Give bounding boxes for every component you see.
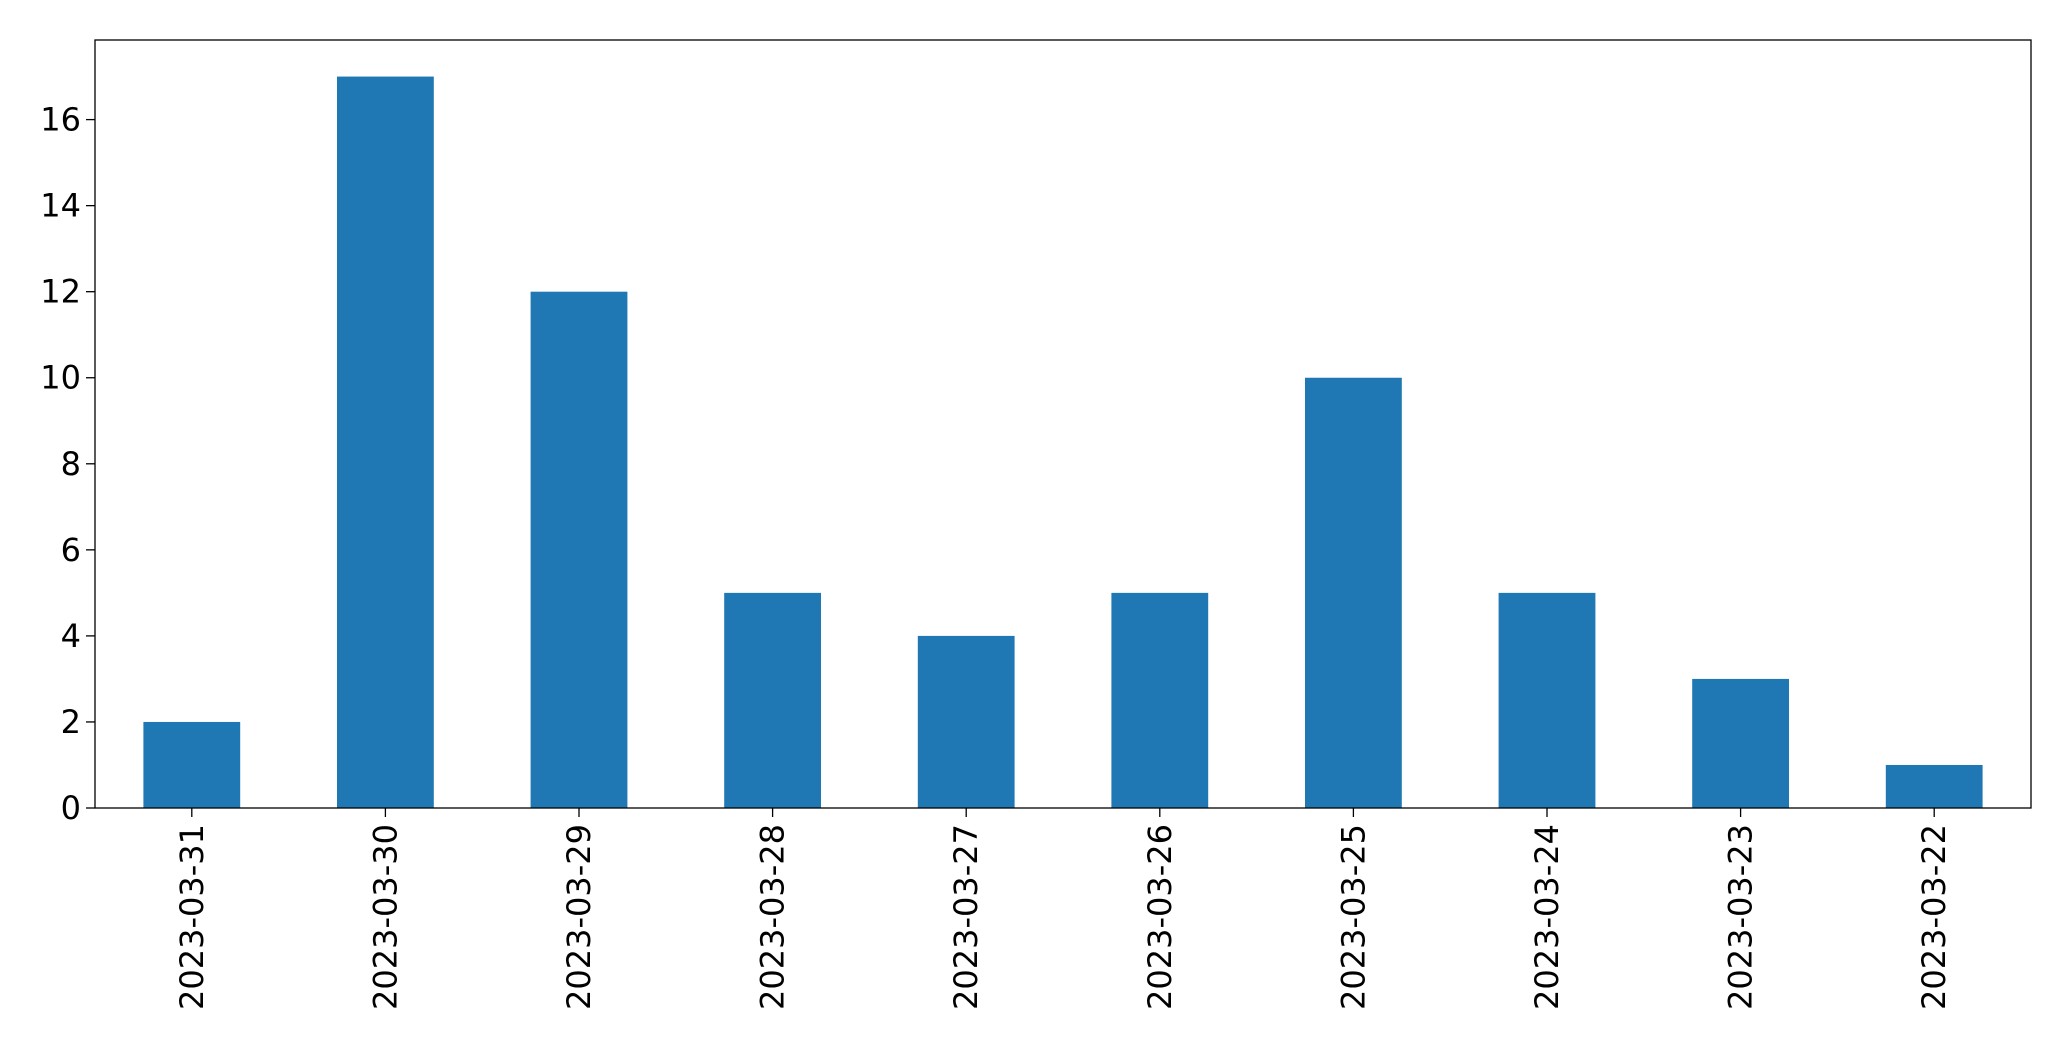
x-tick-label: 2023-03-28	[754, 824, 792, 1010]
bar	[1305, 377, 1402, 808]
x-tick-label: 2023-03-26	[1141, 824, 1179, 1010]
x-tick-label: 2023-03-24	[1528, 824, 1566, 1010]
x-tick-label: 2023-03-29	[560, 824, 598, 1010]
y-tick-label: 8	[61, 445, 81, 483]
y-tick-label: 0	[61, 789, 81, 827]
x-tick-label: 2023-03-30	[366, 824, 404, 1010]
bar	[1885, 764, 1983, 808]
x-tick-label: 2023-03-31	[173, 824, 211, 1010]
plot-frame	[94, 39, 2032, 809]
bar	[1111, 592, 1209, 808]
x-tick-label: 2023-03-27	[947, 824, 985, 1010]
y-tick-label: 14	[40, 187, 81, 225]
x-tick-label: 2023-03-23	[1722, 824, 1760, 1010]
y-tick-label: 4	[61, 617, 81, 655]
y-tick-label: 12	[40, 273, 81, 311]
bar	[724, 592, 821, 808]
y-tick-label: 10	[40, 359, 81, 397]
bar	[143, 721, 241, 808]
x-tick-label: 2023-03-25	[1334, 824, 1372, 1010]
y-tick-label: 2	[61, 703, 81, 741]
bar	[337, 76, 434, 809]
y-tick-label: 6	[61, 531, 81, 569]
bar	[1498, 592, 1596, 808]
bar	[917, 635, 1015, 808]
y-tick-label: 16	[40, 101, 81, 139]
bar	[530, 291, 628, 808]
bar	[1692, 678, 1789, 808]
x-tick-label: 2023-03-22	[1915, 824, 1953, 1010]
